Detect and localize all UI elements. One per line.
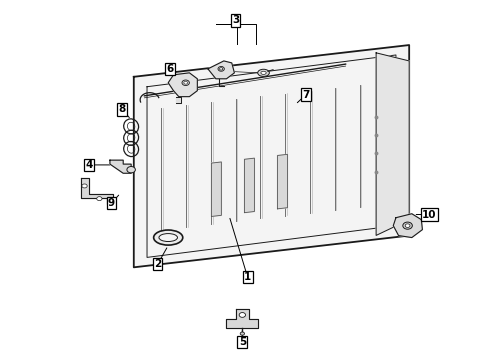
Polygon shape	[134, 45, 409, 267]
Polygon shape	[212, 162, 221, 216]
Text: 8: 8	[119, 104, 126, 114]
Ellipse shape	[184, 81, 188, 84]
Ellipse shape	[403, 222, 413, 229]
Text: 7: 7	[302, 90, 310, 100]
Text: 10: 10	[422, 210, 437, 220]
Ellipse shape	[159, 234, 177, 242]
Polygon shape	[168, 73, 197, 96]
Text: 9: 9	[108, 198, 115, 208]
Ellipse shape	[405, 224, 410, 228]
Text: 6: 6	[166, 64, 173, 74]
Polygon shape	[393, 214, 422, 238]
Ellipse shape	[127, 167, 135, 173]
Polygon shape	[110, 160, 131, 173]
Polygon shape	[208, 61, 234, 79]
Ellipse shape	[239, 312, 245, 317]
Text: 4: 4	[85, 160, 93, 170]
Text: 2: 2	[154, 259, 161, 269]
Ellipse shape	[258, 69, 270, 76]
Ellipse shape	[261, 71, 266, 75]
Ellipse shape	[218, 67, 224, 71]
Polygon shape	[245, 158, 254, 213]
Ellipse shape	[82, 184, 87, 188]
Text: 1: 1	[244, 272, 251, 282]
Ellipse shape	[154, 230, 183, 245]
Text: 5: 5	[239, 337, 246, 347]
Polygon shape	[376, 53, 409, 235]
Ellipse shape	[240, 332, 245, 335]
Ellipse shape	[182, 80, 190, 86]
Text: 3: 3	[232, 15, 239, 26]
Polygon shape	[226, 309, 258, 328]
Ellipse shape	[97, 197, 102, 201]
Ellipse shape	[220, 68, 223, 70]
Polygon shape	[176, 96, 181, 103]
Polygon shape	[81, 178, 113, 204]
Polygon shape	[277, 154, 288, 209]
